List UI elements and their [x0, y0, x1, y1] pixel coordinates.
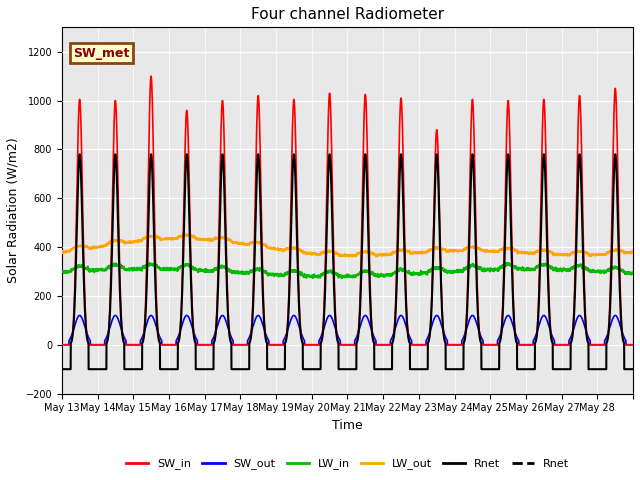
- Text: SW_met: SW_met: [73, 47, 130, 60]
- Legend: SW_in, SW_out, LW_in, LW_out, Rnet, Rnet: SW_in, SW_out, LW_in, LW_out, Rnet, Rnet: [122, 454, 573, 474]
- X-axis label: Time: Time: [332, 419, 363, 432]
- Title: Four channel Radiometer: Four channel Radiometer: [251, 7, 444, 22]
- Y-axis label: Solar Radiation (W/m2): Solar Radiation (W/m2): [7, 138, 20, 283]
